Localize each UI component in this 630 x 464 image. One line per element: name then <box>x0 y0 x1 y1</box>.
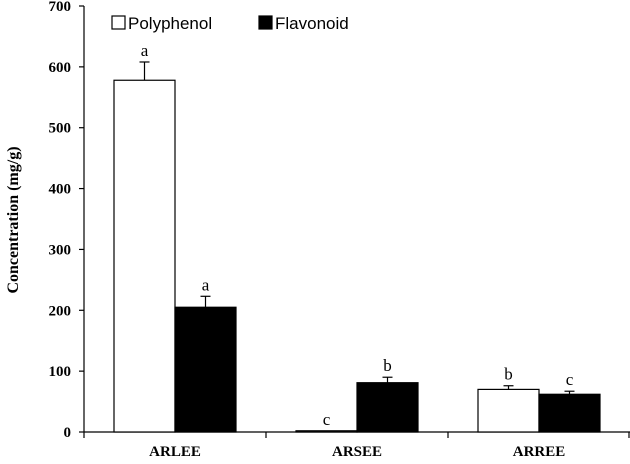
legend-swatch-polyphenol <box>111 15 126 30</box>
y-tick-label: 300 <box>49 242 72 258</box>
bar-polyphenol-arlee <box>113 79 176 433</box>
legend-swatch-flavonoid <box>258 15 273 30</box>
x-tick-label: ARSEE <box>332 444 382 459</box>
legend-label-flavonoid: Flavonoid <box>275 14 349 33</box>
bar-flavonoid-arlee <box>174 306 237 433</box>
legend-label-polyphenol: Polyphenol <box>128 14 212 33</box>
y-tick-label: 600 <box>49 60 72 76</box>
bar-polyphenol-arree <box>477 388 540 433</box>
y-tick-label: 0 <box>64 425 72 441</box>
y-tick-label: 400 <box>49 182 72 198</box>
y-tick-label: 700 <box>49 0 72 15</box>
significance-label: c <box>566 370 574 389</box>
significance-label: b <box>383 356 392 375</box>
x-tick-label: ARLEE <box>149 444 201 459</box>
bar-flavonoid-arsee <box>356 382 419 433</box>
bar-flavonoid-arree <box>538 393 601 433</box>
bar-polyphenol-arsee <box>295 430 358 433</box>
significance-label: a <box>202 275 210 294</box>
y-tick-label: 200 <box>49 303 72 319</box>
significance-label: c <box>323 410 331 429</box>
y-tick-label: 100 <box>49 364 72 380</box>
significance-label: b <box>504 365 513 384</box>
significance-label: a <box>141 41 149 60</box>
x-tick-label: ARREE <box>513 444 566 459</box>
y-tick-label: 500 <box>49 121 72 137</box>
y-axis-label: Concentration (mg/g) <box>5 146 22 293</box>
